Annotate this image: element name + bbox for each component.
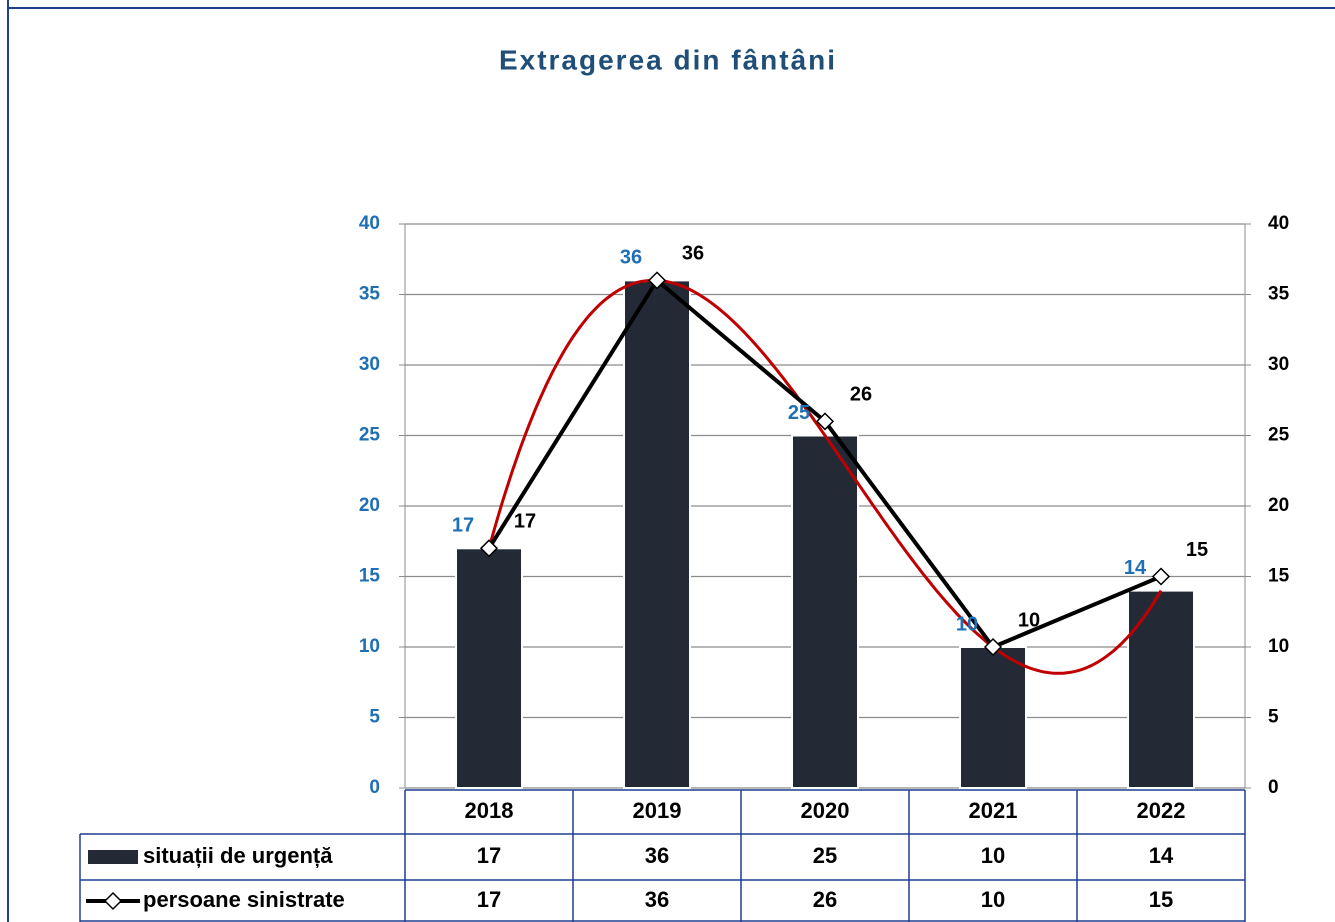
bar-data-label: 14 bbox=[1124, 557, 1147, 579]
y2-tick-label: 15 bbox=[1268, 566, 1290, 587]
y-tick-label: 10 bbox=[359, 636, 380, 657]
y2-tick-label: 0 bbox=[1268, 777, 1279, 798]
table-value: 36 bbox=[645, 887, 669, 912]
chart-title: Extragerea din fântâni bbox=[499, 44, 837, 75]
line-data-label: 10 bbox=[1018, 609, 1040, 631]
marker bbox=[983, 637, 1003, 657]
y2-tick-label: 10 bbox=[1268, 636, 1289, 657]
y2-tick-label: 25 bbox=[1268, 425, 1290, 446]
x-tick-label: 2022 bbox=[1137, 798, 1186, 823]
table-value: 14 bbox=[1149, 843, 1174, 868]
x-tick-label: 2018 bbox=[465, 798, 514, 823]
x-tick-label: 2021 bbox=[969, 798, 1018, 823]
x-tick-label: 2019 bbox=[633, 798, 682, 823]
legend-label: situații de urgență bbox=[143, 843, 333, 868]
table-value: 10 bbox=[981, 887, 1005, 912]
legend-key bbox=[88, 850, 138, 864]
bar bbox=[791, 434, 859, 789]
y2-tick-label: 35 bbox=[1268, 284, 1290, 305]
bar bbox=[959, 646, 1027, 789]
legend-label: persoane sinistrate bbox=[143, 887, 345, 912]
y2-tick-label: 5 bbox=[1268, 707, 1279, 728]
marker bbox=[479, 539, 499, 558]
marker bbox=[1151, 567, 1171, 586]
y-tick-label: 15 bbox=[359, 566, 381, 587]
line-data-label: 15 bbox=[1186, 539, 1208, 561]
y-tick-label: 30 bbox=[359, 354, 380, 375]
table-value: 25 bbox=[813, 843, 837, 868]
y-tick-label: 35 bbox=[359, 284, 381, 305]
y2-tick-label: 20 bbox=[1268, 495, 1289, 516]
bar bbox=[1127, 589, 1195, 789]
line-data-label: 17 bbox=[514, 511, 536, 533]
line-data-label: 26 bbox=[850, 384, 872, 406]
table-value: 10 bbox=[981, 843, 1005, 868]
table-value: 15 bbox=[1149, 887, 1173, 912]
bar bbox=[623, 279, 691, 789]
legend-key bbox=[103, 891, 123, 911]
bar-data-label: 17 bbox=[452, 515, 474, 537]
trendline bbox=[487, 278, 1163, 675]
y-tick-label: 25 bbox=[359, 425, 381, 446]
bar-data-label: 10 bbox=[956, 613, 978, 635]
y2-tick-label: 30 bbox=[1268, 354, 1289, 375]
table-value: 26 bbox=[813, 887, 837, 912]
table-value: 17 bbox=[477, 843, 501, 868]
line-data-label: 36 bbox=[682, 243, 704, 265]
y-tick-label: 40 bbox=[359, 213, 380, 234]
bar bbox=[455, 547, 523, 789]
bar-data-label: 36 bbox=[620, 247, 642, 269]
table-value: 17 bbox=[477, 887, 501, 912]
x-tick-label: 2020 bbox=[801, 798, 850, 823]
y-tick-label: 20 bbox=[359, 495, 380, 516]
table-value: 36 bbox=[645, 843, 669, 868]
marker bbox=[815, 412, 835, 431]
y-tick-label: 0 bbox=[369, 777, 380, 798]
bar-data-label: 25 bbox=[788, 402, 810, 424]
y-tick-label: 5 bbox=[369, 707, 380, 728]
marker bbox=[647, 271, 667, 290]
y2-tick-label: 40 bbox=[1268, 213, 1289, 234]
